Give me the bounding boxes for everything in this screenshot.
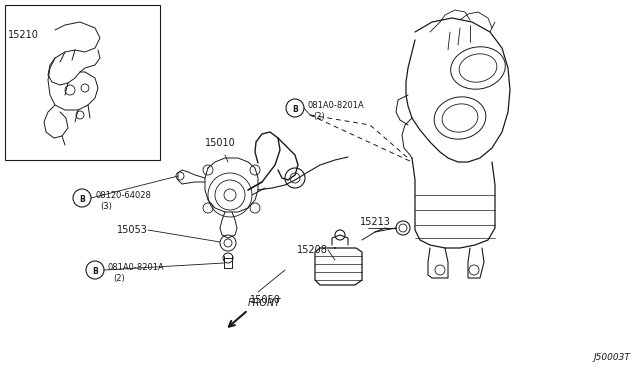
Text: 081A0-8201A: 081A0-8201A [308, 102, 365, 110]
Bar [5, 5, 160, 160]
Text: 15053: 15053 [117, 225, 148, 235]
Text: 15208: 15208 [297, 245, 328, 255]
Text: (2): (2) [113, 273, 125, 282]
Text: FRONT: FRONT [248, 298, 281, 308]
Text: B: B [79, 195, 85, 203]
Text: J50003T: J50003T [593, 353, 630, 362]
Text: 08120-64028: 08120-64028 [95, 192, 151, 201]
Text: (3): (3) [100, 202, 112, 211]
Text: 15213: 15213 [360, 217, 391, 227]
Text: B: B [292, 105, 298, 113]
Text: 15010: 15010 [205, 138, 236, 148]
Text: 081A0-8201A: 081A0-8201A [108, 263, 164, 273]
Text: 15210: 15210 [8, 30, 39, 40]
Text: B: B [92, 266, 98, 276]
Text: (2): (2) [313, 112, 324, 121]
Text: 15050: 15050 [250, 295, 281, 305]
